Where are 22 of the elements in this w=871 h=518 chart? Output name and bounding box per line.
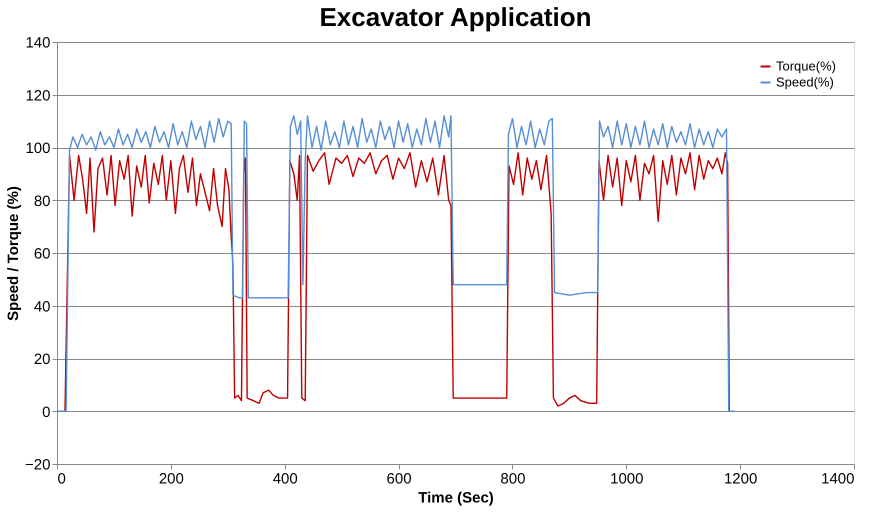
x-tick-label: 600 <box>386 470 412 488</box>
y-tick-label: 20 <box>34 351 50 368</box>
y-tick-label: 100 <box>25 140 50 157</box>
x-tick-label: 1200 <box>724 470 758 488</box>
chart-title: Excavator Application <box>319 2 592 32</box>
legend-label: Speed(%) <box>776 74 834 90</box>
x-tick-label: 1400 <box>821 470 854 488</box>
y-tick-label: 60 <box>34 246 50 262</box>
x-tick-label: 1000 <box>610 470 644 488</box>
x-tick-label: 400 <box>272 470 298 488</box>
y-axis-title: Speed / Torque (%) <box>5 186 22 321</box>
y-tick-label: 120 <box>25 87 50 104</box>
y-tick-label: 0 <box>42 404 50 421</box>
x-axis-title: Time (Sec) <box>418 490 494 506</box>
legend-label: Torque(%) <box>776 58 836 74</box>
x-tick-label: 800 <box>500 470 526 488</box>
y-tick-label: 40 <box>34 298 50 316</box>
x-tick-label: 200 <box>158 470 184 488</box>
x-tick-label: 0 <box>58 470 66 488</box>
y-tick-label: 140 <box>25 34 50 52</box>
y-tick-label: 80 <box>34 192 50 210</box>
y-tick-label: −20 <box>25 456 50 474</box>
